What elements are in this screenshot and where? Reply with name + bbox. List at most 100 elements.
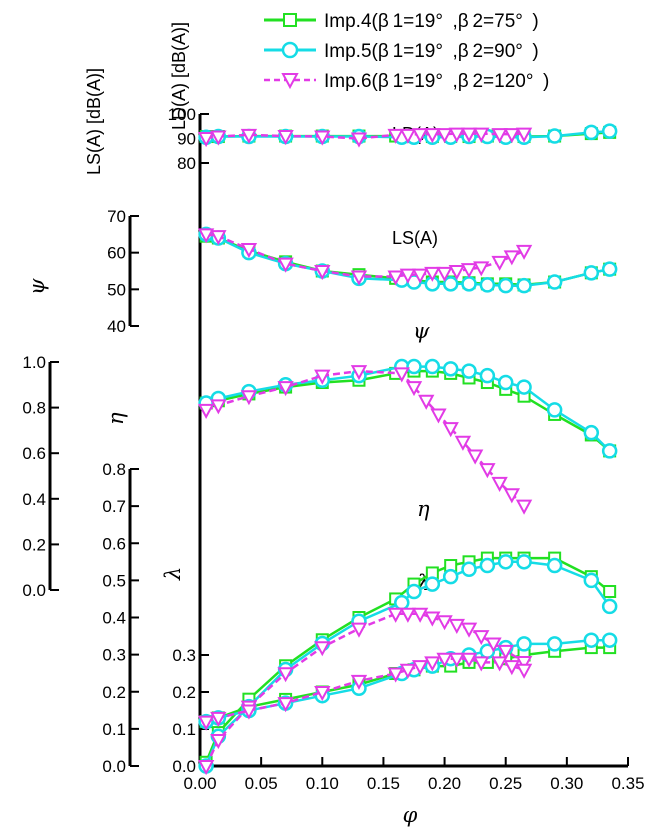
lambda-tick-label: 0.0 — [172, 757, 196, 776]
ld-tick-label: 80 — [177, 154, 196, 173]
psi-tick-label: 0.2 — [22, 535, 46, 554]
triangle-marker — [503, 128, 521, 144]
triangle-marker — [314, 369, 331, 385]
ls-tick-label: 50 — [107, 280, 126, 299]
legend: Imp.4(β 1=19° ,β 2=75° ) Imp.5(β 1=19° ,… — [264, 11, 549, 92]
series-layer — [197, 123, 618, 776]
triangle-marker — [197, 715, 215, 731]
circle-marker — [601, 632, 618, 648]
legend-label-imp6: Imp.6(β 1=19° ,β 2=120° ) — [324, 71, 549, 92]
legend-entry-imp5: Imp.5(β 1=19° ,β 2=90° ) — [264, 41, 539, 62]
triangle-marker — [197, 228, 215, 244]
triangle-marker — [515, 244, 533, 260]
circle-marker — [479, 277, 496, 293]
triangle-marker — [197, 132, 215, 148]
circle-marker — [601, 261, 618, 277]
ls-curve-label: LS(A) — [392, 228, 438, 248]
circle-marker — [516, 277, 532, 294]
circle-marker — [461, 276, 477, 292]
triangle-marker — [350, 674, 368, 690]
triangle-marker — [515, 127, 533, 143]
triangle-marker — [399, 607, 417, 623]
triangle-marker — [473, 127, 490, 143]
circle-marker — [497, 554, 514, 570]
triangle-marker — [399, 128, 417, 144]
triangle-marker — [448, 652, 465, 668]
series-line-eta — [204, 612, 525, 767]
triangle-marker — [240, 243, 258, 259]
circle-marker — [424, 576, 441, 592]
triangle-marker — [479, 463, 496, 479]
eta-tick-label: 0.8 — [102, 460, 126, 479]
circle-marker — [546, 128, 563, 144]
ld-axis-title: LD(A) [dB(A)] — [169, 22, 189, 130]
legend-label-imp5: Imp.5(β 1=19° ,β 2=90° ) — [324, 41, 539, 62]
x-tick-label: 0.10 — [306, 774, 339, 793]
circle-marker — [601, 123, 618, 139]
circle-marker — [583, 124, 600, 141]
triangle-marker — [430, 408, 447, 424]
triangle-marker — [277, 667, 294, 683]
eta-tick-label: 0.0 — [102, 757, 126, 776]
triangle-marker — [424, 656, 441, 672]
triangle-marker — [418, 394, 435, 410]
circle-marker — [442, 276, 459, 292]
triangle-marker — [515, 499, 533, 515]
triangle-marker — [460, 622, 478, 638]
triangle-marker — [485, 637, 502, 653]
triangle-marker — [460, 652, 478, 668]
circle-marker — [406, 583, 422, 600]
triangle-marker — [387, 128, 404, 144]
triangle-marker — [314, 265, 331, 281]
circle-marker — [601, 443, 618, 459]
triangle-marker — [503, 488, 521, 504]
circle-marker — [583, 632, 600, 648]
circle-marker — [424, 358, 441, 375]
triangle-marker — [393, 367, 410, 383]
circle-marker — [546, 274, 563, 290]
eta-axis-title: η — [104, 412, 128, 425]
psi-tick-label: 0.4 — [22, 490, 46, 509]
triangle-marker — [387, 667, 404, 683]
triangle-marker — [411, 128, 429, 144]
triangle-marker — [448, 127, 465, 143]
triangle-marker — [503, 660, 521, 676]
x-tick-label: 0.25 — [489, 774, 522, 793]
circle-marker — [442, 361, 459, 377]
triangle-marker — [240, 390, 258, 406]
triangle-marker — [350, 365, 368, 381]
circle-marker — [583, 265, 600, 281]
psi-tick-label: 0.8 — [22, 399, 46, 418]
triangle-marker — [497, 644, 514, 661]
circle-marker — [479, 367, 496, 384]
triangle-marker — [240, 704, 258, 720]
triangle-marker — [411, 268, 429, 284]
triangle-marker — [491, 476, 508, 492]
ls-tick-label: 60 — [107, 244, 126, 263]
triangle-marker — [210, 734, 227, 750]
circle-marker — [497, 277, 514, 294]
eta-tick-label: 0.1 — [102, 720, 126, 739]
triangle-marker — [436, 128, 453, 144]
eta-tick-label: 0.3 — [102, 646, 126, 665]
axes: 0.00 0.05 0.10 0.15 0.20 0.25 0.30 0.35 80 90 100 4… — [22, 105, 644, 793]
circle-marker — [546, 557, 563, 574]
circle-marker — [461, 363, 477, 379]
eta-tick-label: 0.2 — [102, 683, 126, 702]
psi-tick-label: 1.0 — [22, 353, 46, 372]
circle-marker — [546, 636, 563, 652]
triangle-marker — [503, 250, 521, 266]
triangle-marker — [350, 622, 368, 638]
x-tick-label: 0.15 — [367, 774, 400, 793]
lambda-tick-label: 0.1 — [172, 720, 196, 739]
psi-tick-label: 0.0 — [22, 581, 46, 600]
triangle-marker — [460, 263, 478, 279]
eta-tick-label: 0.7 — [102, 497, 126, 516]
ld-tick-label: 100 — [168, 105, 196, 124]
triangle-marker — [350, 132, 368, 148]
psi-curve-label: ψ — [413, 319, 430, 343]
triangle-marker — [405, 381, 423, 397]
triangle-marker — [240, 128, 258, 144]
eta-tick-label: 0.6 — [102, 534, 126, 553]
triangle-marker — [387, 270, 404, 286]
